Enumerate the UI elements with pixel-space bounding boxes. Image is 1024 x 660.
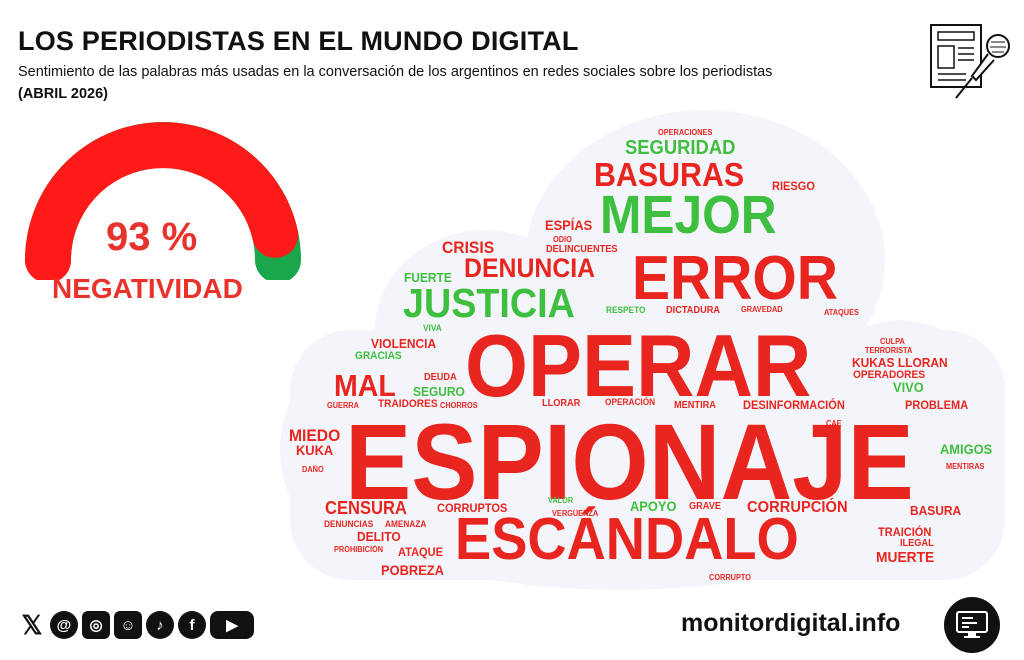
facebook-icon[interactable]: f xyxy=(178,611,206,639)
cloud-word: ESCÁNDALO xyxy=(455,506,799,572)
cloud-word: DELITO xyxy=(357,529,401,544)
cloud-word: CHORROS xyxy=(440,401,478,410)
negativity-value: 93 % xyxy=(106,215,198,259)
page-title: LOS PERIODISTAS EN EL MUNDO DIGITAL xyxy=(18,26,579,56)
cloud-word: MIEDO xyxy=(289,426,341,445)
cloud-word: VIVA xyxy=(423,323,442,333)
cloud-word: CENSURA xyxy=(325,498,407,518)
instagram-icon[interactable]: ◎ xyxy=(82,611,110,639)
cloud-word: LLORAR xyxy=(542,398,581,409)
newspaper-microphone-icon xyxy=(930,24,1010,99)
cloud-word: DENUNCIAS xyxy=(324,519,374,529)
cloud-word: ATAQUE xyxy=(398,545,443,559)
cloud-word: MUERTE xyxy=(876,549,935,566)
youtube-icon[interactable]: ▶ xyxy=(210,611,254,639)
cloud-word: OPERAR xyxy=(465,316,812,415)
threads-icon[interactable]: @ xyxy=(50,611,78,639)
tiktok-icon[interactable]: ♪ xyxy=(146,611,174,639)
cloud-word: ERROR xyxy=(632,244,838,313)
cloud-word: KUKAS LLORAN xyxy=(852,355,948,370)
cloud-word: CRISIS xyxy=(442,238,495,257)
cloud-word: PROHIBICIÓN xyxy=(334,545,384,554)
cloud-word: DELINCUENTES xyxy=(546,244,618,255)
cloud-word: MEJOR xyxy=(600,185,777,245)
ai-icon[interactable]: ☺ xyxy=(114,611,142,639)
cloud-word: GRACIAS xyxy=(355,350,402,362)
cloud-word: CORRUPTOS xyxy=(437,501,508,515)
cloud-word: OPERADORES xyxy=(853,369,925,381)
cloud-word: RIESGO xyxy=(772,179,815,193)
cloud-word: DENUNCIA xyxy=(464,253,596,283)
cloud-word: MAL xyxy=(334,368,396,403)
cloud-word: KUKA xyxy=(296,442,334,458)
word-cloud: OPERACIONES SEGURIDAD BASURAS RIESGO MEJOR ES… xyxy=(289,128,993,582)
cloud-word: TRAICIÓN xyxy=(878,525,932,539)
page-subtitle: Sentimiento de las palabras más usadas e… xyxy=(18,64,773,80)
cloud-word: CORRUPTO xyxy=(709,573,751,582)
cloud-word: DAÑO xyxy=(302,465,324,474)
site-url[interactable]: monitordigital.info xyxy=(681,609,901,637)
cloud-word: VIVO xyxy=(893,379,924,395)
cloud-word: ODIO xyxy=(553,235,572,244)
cloud-word: JUSTICIA xyxy=(403,280,575,326)
cloud-word: VERGÜENZA xyxy=(552,509,599,518)
cloud-word: ESPÍAS xyxy=(545,217,593,233)
cloud-word: CULPA xyxy=(880,337,905,346)
cloud-word: AMIGOS xyxy=(940,441,993,457)
cloud-word: FUERTE xyxy=(404,270,452,285)
social-links: 𝕏 @ ◎ ☺ ♪ f ▶ xyxy=(18,608,254,642)
cloud-word: PROBLEMA xyxy=(905,398,969,412)
negativity-label: NEGATIVIDAD xyxy=(52,273,243,304)
cloud-word: CAE xyxy=(826,419,842,428)
cloud-word: SEGURIDAD xyxy=(625,137,736,159)
cloud-word: MENTIRA xyxy=(674,400,716,411)
cloud-word: TERRORISTA xyxy=(865,346,913,355)
cloud-word: BASURA xyxy=(910,503,962,518)
cloud-word: VALOR xyxy=(548,496,574,505)
cloud-word: ATAQUES xyxy=(824,308,859,317)
cloud-word: CORRUPCIÓN xyxy=(747,499,848,516)
cloud-word: DICTADURA xyxy=(666,305,721,316)
cloud-word: MENTIRAS xyxy=(946,462,985,471)
cloud-word: OPERACIÓN xyxy=(605,397,656,407)
cloud-word: APOYO xyxy=(630,498,677,514)
negativity-gauge xyxy=(25,122,301,280)
cloud-word: BASURAS xyxy=(594,156,745,193)
cloud-word: GRAVEDAD xyxy=(741,305,783,314)
cloud-word: SEGURO xyxy=(413,384,465,399)
cloud-word: TRAIDORES xyxy=(378,398,438,410)
cloud-word: RESPETO xyxy=(606,305,646,315)
cloud-word: AMENAZA xyxy=(385,519,427,529)
cloud-word: GRAVE xyxy=(689,501,722,512)
cloud-word: ESPIONAJE xyxy=(345,401,914,522)
cloud-word: ILEGAL xyxy=(900,538,934,549)
gauge-negative-arc xyxy=(25,122,299,280)
report-date: (ABRIL 2026) xyxy=(18,86,108,102)
cloud-word: DEUDA xyxy=(424,372,457,383)
cloud-word: DESINFORMACIÓN xyxy=(743,398,845,412)
x-icon[interactable]: 𝕏 xyxy=(18,610,46,640)
cloud-word: GUERRA xyxy=(327,401,359,410)
monitor-icon xyxy=(944,597,1000,653)
cloud-word: OPERACIONES xyxy=(658,128,713,137)
cloud-word: POBREZA xyxy=(381,562,444,578)
cloud-word: VIOLENCIA xyxy=(371,336,437,351)
cloud-shape xyxy=(280,110,1005,590)
